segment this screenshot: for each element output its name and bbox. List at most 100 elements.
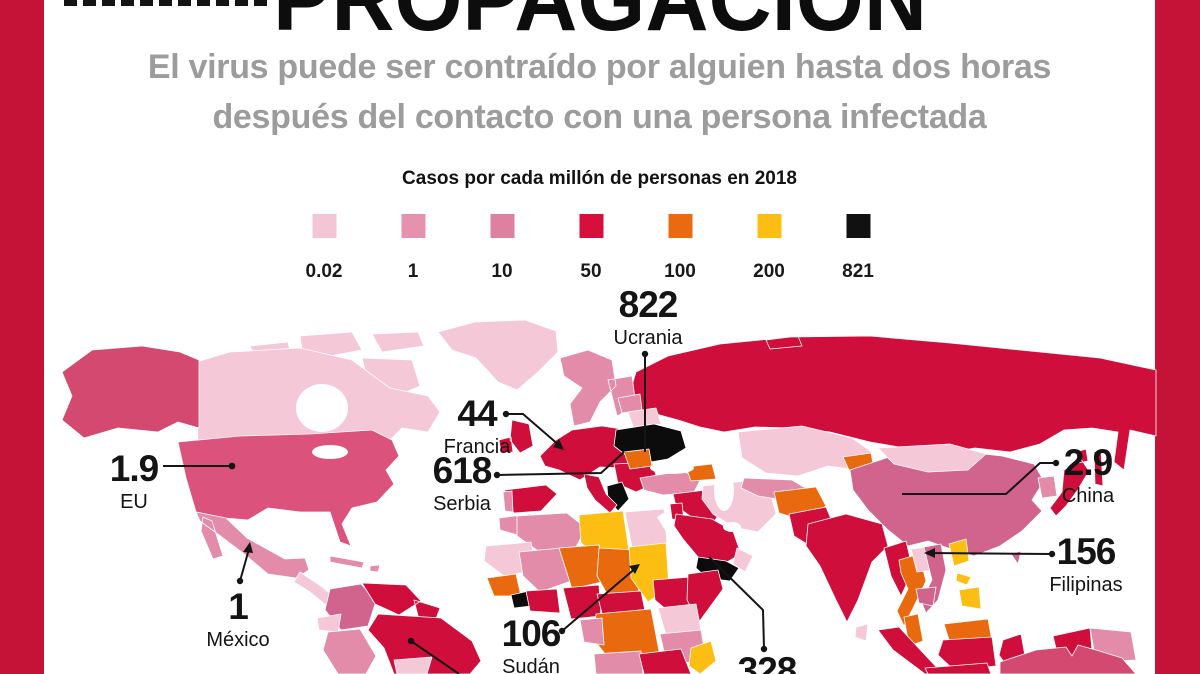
cropped-text-fragment (64, 0, 272, 6)
leader-brasil (410, 640, 460, 674)
leader-serbia (496, 451, 625, 476)
legend-value: 0.02 (305, 261, 343, 282)
legend: 0.02 1 10 50 100 200 821 (280, 214, 903, 283)
region-cambodia (915, 586, 937, 607)
leader-dot (641, 350, 649, 358)
legend-item: 821 (814, 214, 903, 283)
region-ghana-ivory-coast (525, 588, 561, 614)
region-gabon-congo (579, 617, 605, 646)
callout-value: 2.9 (1063, 442, 1113, 483)
callout-value: 156 (1056, 531, 1117, 572)
region-madagascar (688, 640, 717, 674)
legend-value: 1 (407, 261, 419, 282)
leader-filipinas (927, 552, 1053, 555)
callout-country: Francia (443, 436, 511, 458)
leader-arrow-filipinas (924, 548, 935, 558)
callout-value: 328 (737, 650, 798, 674)
region-bolivia (393, 656, 433, 674)
legend-swatch (579, 214, 603, 238)
region-australia (999, 644, 1137, 674)
legend-item: 200 (725, 214, 814, 283)
callout-francia: 44 Francia (444, 395, 511, 459)
great-lakes (312, 445, 348, 459)
leader-dot (558, 627, 566, 635)
region-india (805, 513, 889, 623)
leader-china (902, 462, 1056, 495)
leader-dot (228, 462, 236, 470)
region-china (849, 449, 1045, 557)
callout-country: Sudán (502, 656, 560, 674)
region-scandinavia (559, 349, 637, 427)
callout-country: EU (120, 491, 148, 513)
leader-dot (1052, 459, 1060, 467)
leader-sudan (561, 566, 638, 632)
leader-dot (407, 637, 415, 645)
callout-value: 618 (432, 450, 493, 491)
legend-value: 10 (491, 261, 513, 282)
region-oman (732, 547, 754, 573)
region-mali (518, 547, 572, 593)
region-zambia-mozambique (638, 648, 692, 674)
leader-dot (236, 577, 244, 585)
region-angola (593, 650, 644, 674)
region-greenland (437, 319, 559, 391)
region-mexico (195, 511, 310, 579)
subtitle-line-1: El virus puede ser contraído por alguien… (147, 48, 1052, 86)
persian-gulf (723, 522, 741, 532)
legend-item: 100 (636, 214, 725, 283)
page-subtitle: El virus puede ser contraído por alguien… (44, 42, 1155, 142)
callout-value: 1 (228, 586, 249, 627)
page-title: PROPAGACIÓN (30, 0, 1170, 45)
leader-arrow-francia (553, 439, 564, 450)
region-italy (583, 473, 618, 514)
caspian-sea (714, 469, 734, 511)
region-brazil (367, 613, 482, 674)
water-bodies (296, 384, 741, 563)
legend-value: 50 (580, 261, 602, 282)
leader-mexico (239, 548, 250, 582)
legend-swatch (757, 214, 781, 238)
legend-swatch (490, 214, 514, 238)
region-japan (1049, 448, 1090, 517)
callout-value: 106 (501, 613, 562, 654)
leader-yemen (708, 556, 765, 649)
callout-china: 2.9 China (1062, 444, 1114, 508)
legend-title: Casos por cada millón de personas en 201… (402, 168, 797, 189)
leader-dot (502, 410, 510, 418)
callout-lines (163, 354, 1056, 674)
callout-value: 1.9 (109, 448, 159, 489)
legend-swatch (312, 214, 336, 238)
region-portugal (502, 490, 514, 513)
callout-value: 822 (618, 284, 679, 325)
callout-yemen: 328 (737, 650, 798, 674)
subtitle-line-2: después del contacto con una persona inf… (212, 98, 987, 136)
callout-serbia: 618 Serbia (432, 450, 493, 516)
baltic-sea (601, 405, 615, 427)
legend-item: 1 (369, 214, 458, 283)
region-russia (629, 335, 1157, 487)
leader-dot (760, 645, 768, 653)
callout-country: China (1061, 485, 1115, 507)
legend-item: 50 (547, 214, 636, 283)
callout-country: Serbia (433, 493, 491, 515)
region-egypt (624, 508, 668, 548)
leader-arrow-mexico (243, 542, 253, 553)
black-sea (650, 462, 694, 474)
callout-markers (228, 350, 1060, 653)
region-caribbean (329, 555, 381, 573)
region-senegal-guinea (486, 573, 522, 597)
legend-value: 821 (842, 261, 874, 282)
legend-swatch (668, 214, 692, 238)
region-kazakhstan (737, 425, 873, 477)
callout-country: Ucrania (613, 327, 683, 349)
region-java (924, 662, 992, 674)
region-ecuador (316, 613, 342, 633)
callout-country: México (206, 629, 270, 651)
region-philippines (948, 538, 982, 610)
right-border-bar (1155, 0, 1200, 674)
legend-value: 200 (753, 261, 785, 282)
left-border-bar (0, 0, 44, 674)
region-peru (322, 628, 377, 674)
